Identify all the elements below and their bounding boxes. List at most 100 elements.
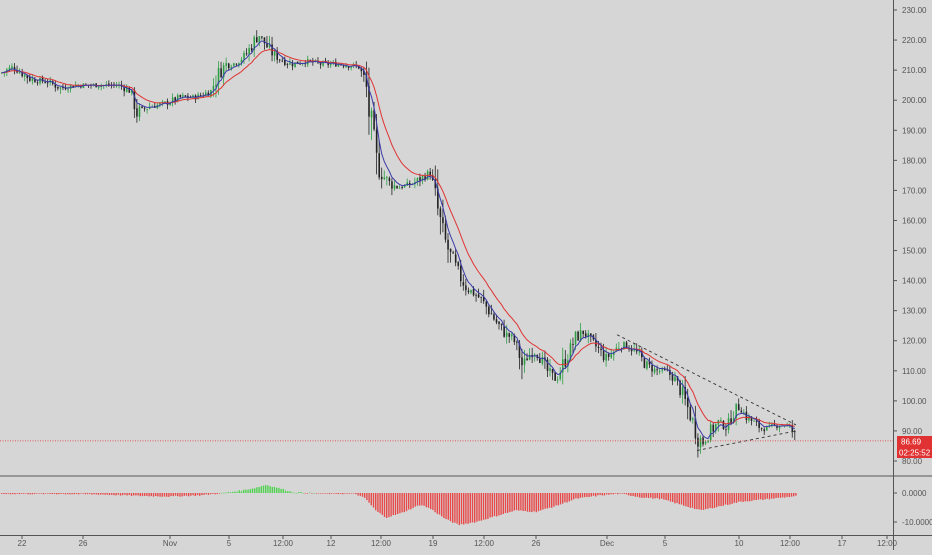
oscillator-bar — [742, 493, 744, 502]
oscillator-bar — [166, 493, 168, 497]
oscillator-bar — [89, 493, 91, 494]
oscillator-bar — [667, 493, 669, 501]
time-tick-label: 17 — [838, 539, 847, 548]
oscillator-bar — [386, 493, 388, 518]
oscillator-bar — [678, 493, 680, 505]
slow-moving-average-line — [1, 48, 795, 427]
oscillator-bar — [144, 493, 146, 496]
oscillator-bar — [313, 492, 315, 494]
oscillator-bar — [23, 493, 25, 494]
candle-body — [505, 332, 508, 337]
price-tick-label: 180.00 — [902, 156, 927, 165]
oscillator-bar — [64, 493, 67, 495]
candle-body — [342, 65, 345, 67]
oscillator-bar — [271, 486, 273, 493]
oscillator-bar — [91, 493, 93, 495]
oscillator-bar — [284, 490, 287, 493]
oscillator-bar — [625, 493, 628, 495]
oscillator-bar — [311, 493, 313, 494]
oscillator-bar — [500, 493, 502, 515]
candle-body — [732, 418, 735, 423]
oscillator-bar — [434, 493, 436, 513]
candle-body — [74, 84, 77, 88]
oscillator-bar — [82, 493, 84, 494]
oscillator-bar — [100, 493, 102, 495]
candle-body — [523, 358, 526, 365]
oscillator-bar — [104, 493, 106, 495]
last-price-tag-bg — [897, 436, 932, 447]
candle-body — [449, 248, 452, 252]
oscillator-bar — [564, 493, 566, 503]
candle-body — [737, 404, 740, 411]
oscillator-bar — [766, 493, 768, 499]
oscillator-bar — [53, 493, 56, 494]
oscillator-bar — [333, 493, 335, 494]
candle-body — [689, 406, 692, 421]
oscillator-bar — [280, 488, 282, 493]
candle-body — [18, 72, 21, 74]
oscillator-bar — [25, 493, 27, 494]
oscillator-bar — [447, 493, 449, 520]
oscillator-bar — [69, 493, 71, 495]
candle-body — [554, 372, 556, 381]
oscillator-bar — [676, 493, 678, 504]
oscillator-bar — [718, 493, 720, 507]
candle-body — [169, 103, 171, 106]
candle-body — [141, 106, 143, 108]
candle-body — [437, 188, 439, 209]
candle-body — [368, 86, 370, 117]
candle-body — [322, 61, 324, 66]
oscillator-bar — [617, 493, 619, 495]
oscillator-bar — [247, 489, 249, 493]
oscillator-bar — [115, 493, 117, 496]
time-tick-label: 26 — [79, 539, 88, 548]
candle-body — [681, 387, 684, 395]
oscillator-bar — [658, 493, 661, 500]
candle-body — [638, 351, 641, 353]
oscillator-bar — [720, 493, 722, 507]
oscillator-bar — [192, 493, 194, 496]
oscillator-bar — [533, 493, 535, 512]
oscillator-bar — [689, 493, 691, 508]
candle-body — [750, 416, 753, 421]
oscillator-bar — [159, 493, 161, 497]
oscillator-bar — [735, 493, 738, 503]
candle-body — [184, 95, 187, 97]
candle-body — [373, 110, 375, 130]
oscillator-bar — [614, 493, 617, 494]
candle-body — [212, 85, 215, 90]
oscillator-bar — [650, 493, 652, 498]
oscillator-bar — [342, 493, 344, 495]
oscillator-bar — [31, 493, 34, 495]
oscillator-bar — [45, 493, 47, 494]
price-labels: 86.69 02:25:52 — [897, 436, 932, 458]
candle-body — [284, 59, 286, 65]
countdown-label: 02:25:52 — [899, 449, 931, 458]
time-tick-label: 12 — [327, 539, 336, 548]
oscillator-bar — [410, 493, 412, 510]
oscillator-bar — [524, 493, 526, 511]
oscillator-bar — [568, 493, 570, 502]
candle-body — [131, 90, 133, 93]
oscillator-bar — [58, 493, 60, 495]
candle-body — [363, 70, 365, 76]
candle-body — [6, 69, 8, 72]
moving-averages — [1, 40, 796, 440]
candle-body — [574, 331, 577, 345]
oscillator-bar — [579, 493, 581, 498]
candle-body — [416, 177, 419, 182]
oscillator-bar — [67, 493, 69, 495]
oscillator-bar — [379, 493, 381, 514]
oscillator-bar — [716, 493, 718, 508]
oscillator-bar — [350, 493, 353, 494]
oscillator-bar — [643, 493, 645, 498]
time-tick-label: 26 — [532, 539, 541, 548]
oscillator-bar — [287, 491, 289, 493]
candle-body — [648, 360, 651, 365]
oscillator-bar — [636, 493, 639, 497]
candle-body — [518, 343, 521, 358]
candle-body — [380, 176, 383, 180]
